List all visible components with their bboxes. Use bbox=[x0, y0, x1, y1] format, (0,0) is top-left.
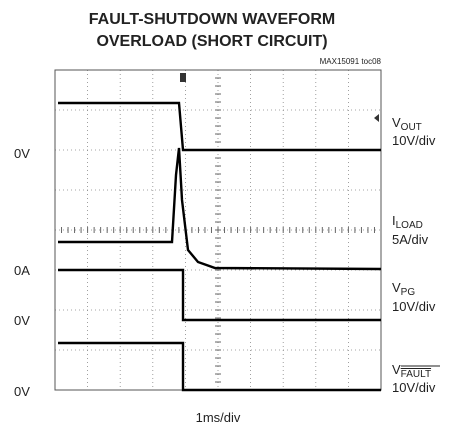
time-scale: 1ms/div bbox=[196, 410, 241, 425]
svg-text:VFAULT: VFAULT bbox=[392, 362, 431, 380]
ground-label: 0V bbox=[14, 146, 30, 161]
ground-label: 0A bbox=[14, 263, 30, 278]
ground-label: 0V bbox=[14, 384, 30, 399]
channel-name: I bbox=[392, 213, 396, 228]
trigger-marker bbox=[180, 73, 186, 82]
channel-sub: OUT bbox=[401, 122, 422, 133]
channel-name: V bbox=[392, 280, 401, 295]
channel-label: VFAULT 10V/div bbox=[392, 362, 440, 395]
title-line: OVERLOAD (SHORT CIRCUIT) bbox=[96, 33, 327, 50]
channel-label: ILOAD 5A/div bbox=[392, 213, 429, 247]
channel-name: V bbox=[392, 115, 401, 130]
figure-code: MAX15091 toc08 bbox=[320, 57, 382, 66]
iload-trace bbox=[58, 147, 382, 271]
vout-trace bbox=[58, 101, 381, 152]
channel-sub: PG bbox=[401, 287, 416, 298]
svg-text:ILOAD: ILOAD bbox=[392, 213, 423, 231]
ground-label: 0V bbox=[14, 313, 30, 328]
channel-scale: 10V/div bbox=[392, 380, 436, 395]
channel-label: VOUT 10V/div bbox=[392, 115, 436, 148]
title-line: FAULT-SHUTDOWN WAVEFORM bbox=[89, 11, 336, 28]
channel-sub: LOAD bbox=[396, 220, 423, 231]
channel-scale: 10V/div bbox=[392, 299, 436, 314]
vfault-trace bbox=[58, 341, 381, 392]
level-marker bbox=[374, 114, 379, 122]
channel-label: VPG 10V/div bbox=[392, 280, 436, 314]
channel-name: V bbox=[392, 362, 401, 377]
vpg-trace bbox=[58, 268, 381, 322]
channel-scale: 10V/div bbox=[392, 133, 436, 148]
channel-sub: FAULT bbox=[401, 369, 431, 380]
svg-text:VOUT: VOUT bbox=[392, 115, 422, 133]
svg-text:VPG: VPG bbox=[392, 280, 415, 298]
channel-scale: 5A/div bbox=[392, 232, 429, 247]
